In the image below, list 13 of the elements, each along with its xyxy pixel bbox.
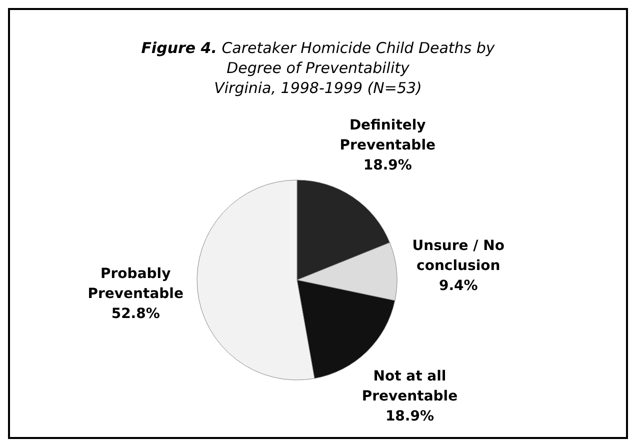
- pie-slice: [296, 180, 390, 280]
- chart-subtitle: Virginia, 1998-1999 (N=53): [213, 78, 423, 98]
- chart-title: Figure 4. Caretaker Homicide Child Deaths by Degree of Preventability: [140, 38, 496, 78]
- slice-label: Not at all Preventable: [362, 368, 458, 404]
- data-label: 52.8%: [111, 306, 160, 322]
- pie-slice: [196, 180, 315, 380]
- slice-label: Probably Preventable: [88, 266, 184, 302]
- data-label: 18.9%: [363, 158, 412, 174]
- slice-label: Unsure / No conclusion: [412, 238, 505, 274]
- pie-slice: [296, 242, 398, 301]
- slice-label: Definitely Preventable: [340, 118, 436, 154]
- data-label: 9.4%: [438, 278, 478, 294]
- data-label: 18.9%: [385, 408, 434, 424]
